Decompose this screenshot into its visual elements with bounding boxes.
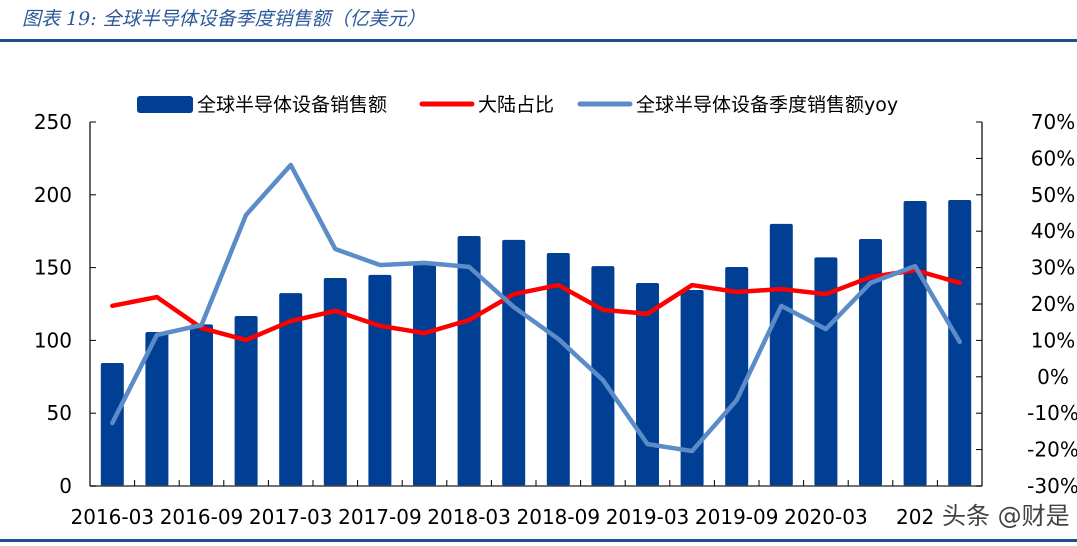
x-tick-label: 2017-09 [338, 505, 422, 529]
left-tick-label: 200 [34, 183, 72, 207]
bar-2020-06 [859, 239, 882, 486]
x-tick-label: 2019-09 [695, 505, 779, 529]
x-tick-label: 2020-03 [784, 505, 868, 529]
bar-2018-12 [591, 266, 615, 486]
right-tick-label: 70% [1031, 110, 1075, 134]
right-tick-label: -30% [1027, 474, 1077, 498]
x-tick-label: 2016-09 [160, 505, 244, 529]
bottom-divider [0, 539, 1077, 542]
x-tick-label: 2018-09 [517, 505, 601, 529]
bar-2017-12 [413, 263, 436, 486]
x-tick-label: 2019-03 [606, 505, 690, 529]
left-tick-label: 150 [34, 256, 72, 280]
x-tick-label: 2016-03 [71, 505, 155, 529]
bar-2016-12 [234, 315, 258, 486]
legend-label-bar: 全球半导体设备销售额 [197, 94, 387, 116]
right-tick-label: 40% [1031, 219, 1075, 243]
legend-swatch-bar [137, 96, 193, 113]
bar-2017-09 [368, 274, 392, 486]
right-tick-label: -20% [1027, 438, 1077, 462]
left-tick-label: 100 [34, 328, 72, 352]
right-tick-label: 20% [1031, 292, 1075, 316]
bar-2017-03 [279, 293, 303, 486]
x-tick-label: 202 [896, 505, 934, 529]
share-line [110, 267, 962, 343]
bar-2019-06 [680, 290, 704, 486]
bar-2018-06 [502, 239, 526, 486]
bar-2018-03 [457, 236, 481, 486]
bar-2020-09 [903, 201, 927, 487]
bar-2017-06 [323, 277, 347, 486]
bar-2019-09 [725, 267, 749, 486]
right-tick-label: 30% [1031, 256, 1075, 280]
bar-2019-12 [769, 223, 793, 487]
bar-2016-09 [190, 324, 213, 486]
right-tick-label: 50% [1031, 183, 1075, 207]
figure-title: 图表 19: 全球半导体设备季度销售额（亿美元） [22, 8, 426, 30]
bar-2016-06 [145, 331, 169, 486]
bar-2018-09 [546, 253, 570, 486]
yoy-line [110, 162, 962, 454]
left-tick-label: 50 [47, 401, 72, 425]
x-tick-label: 2018-03 [427, 505, 511, 529]
right-tick-label: -10% [1027, 401, 1077, 425]
bar-2020-03 [814, 257, 838, 486]
legend-label-share: 大陆占比 [478, 94, 554, 116]
title-divider [0, 39, 1077, 42]
legend-label-yoy: 全球半导体设备季度销售额yoy [636, 94, 898, 116]
right-tick-label: 60% [1031, 146, 1075, 170]
x-tick-label: 2017-03 [249, 505, 333, 529]
left-tick-label: 250 [34, 110, 72, 134]
left-tick-label: 0 [59, 474, 72, 498]
watermark: 头条 @财是 [942, 502, 1070, 530]
right-tick-label: 0% [1037, 365, 1069, 389]
right-tick-label: 10% [1031, 328, 1075, 352]
